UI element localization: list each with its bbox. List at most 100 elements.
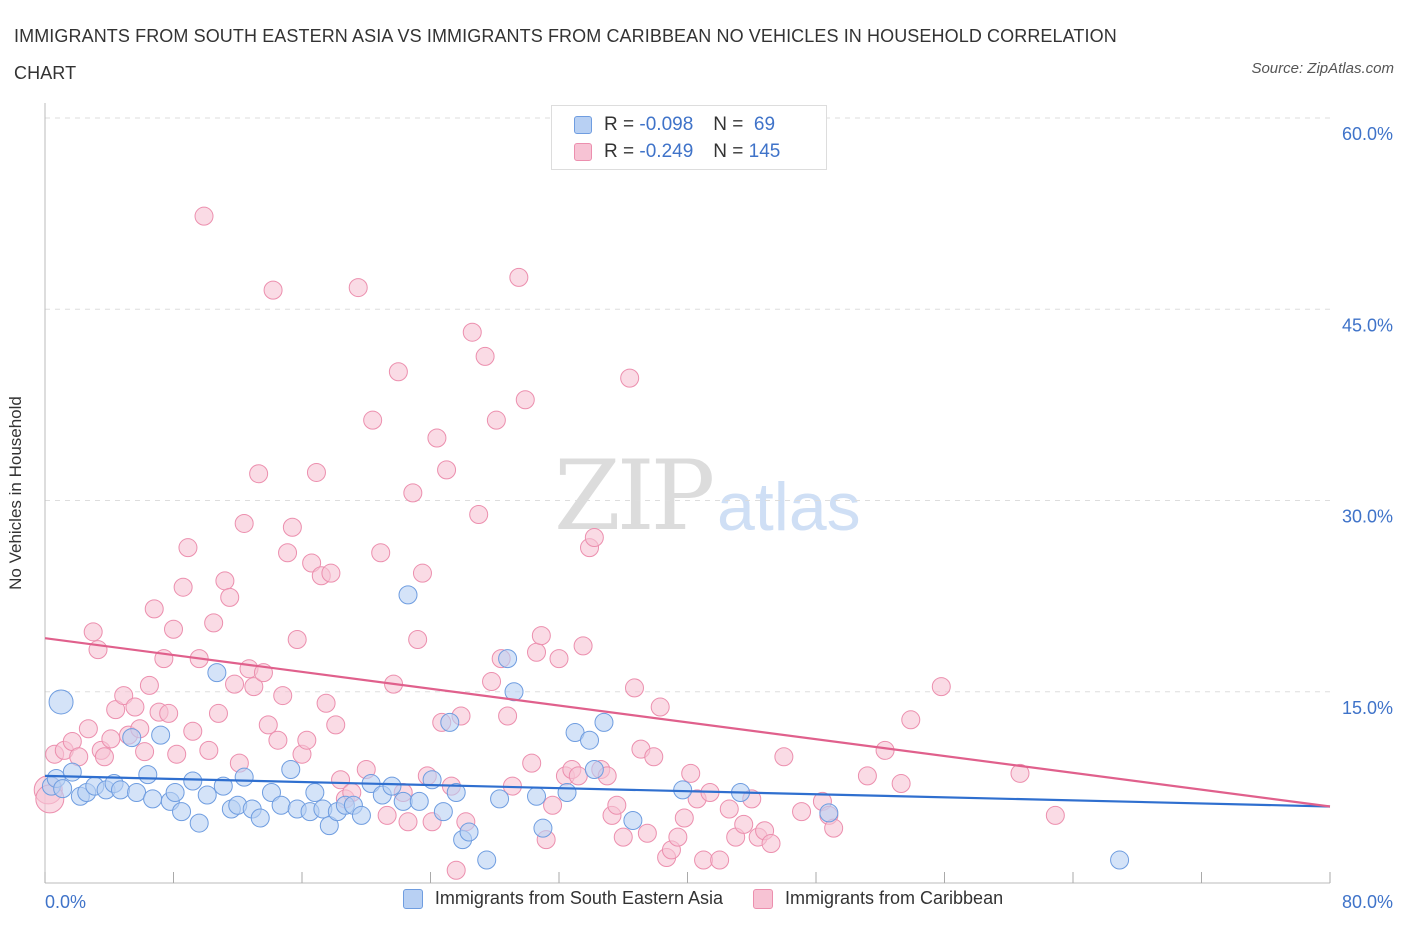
se-asia-point <box>172 802 192 822</box>
caribbean-point <box>774 747 794 767</box>
se-asia-points <box>41 585 1130 870</box>
watermark-atlas: atlas <box>717 469 861 545</box>
caribbean-point <box>178 538 198 558</box>
caribbean-point <box>164 619 183 639</box>
se-asia-point <box>433 802 453 822</box>
caribbean-point <box>710 850 730 870</box>
caribbean-point <box>568 766 588 786</box>
caribbean-point <box>278 543 298 563</box>
caribbean-point <box>694 850 714 870</box>
se-asia-point <box>527 786 547 806</box>
caribbean-point <box>268 730 288 750</box>
caribbean-point <box>549 649 569 669</box>
se-asia-point <box>48 689 74 715</box>
watermark-zip: ZIP <box>554 440 715 552</box>
caribbean-point <box>403 483 423 503</box>
caribbean-point <box>543 795 563 815</box>
y-axis-label: No Vehicles in Household <box>6 396 25 590</box>
source-credit: Source: ZipAtlas.com <box>1251 60 1394 77</box>
caribbean-point <box>901 710 921 730</box>
se-asia-point <box>498 649 518 669</box>
caribbean-point <box>199 740 219 760</box>
caribbean-point <box>620 368 640 388</box>
se-asia-point <box>110 780 130 800</box>
se-asia-point <box>281 760 301 780</box>
caribbean-point <box>427 428 447 448</box>
se-asia-point <box>477 850 497 870</box>
se-asia-point <box>62 762 82 782</box>
se-asia-point <box>250 808 270 828</box>
y-tick-label: 45.0% <box>1342 315 1393 335</box>
caribbean-point <box>527 642 547 662</box>
legend-n-value: 69 <box>748 114 776 135</box>
caribbean-point <box>282 517 302 537</box>
caribbean-point <box>220 587 240 607</box>
caribbean-point <box>486 410 506 430</box>
legend-item-se-asia[interactable]: Immigrants from South Eastern Asia <box>402 888 724 909</box>
caribbean-point <box>637 823 657 843</box>
caribbean-point <box>857 766 877 786</box>
legend-n-label: N = <box>713 141 744 162</box>
legend-row-se-asia: R = -0.098 N = 69 <box>574 112 775 138</box>
se-asia-point <box>305 782 325 802</box>
caribbean-point <box>194 206 214 226</box>
se-asia-point <box>351 805 371 825</box>
caribbean-point <box>302 553 322 573</box>
trend-lines <box>44 637 1331 808</box>
legend-row-caribbean: R = -0.249 N = 145 <box>574 139 780 165</box>
legend-r-label: R = <box>604 141 635 162</box>
x-tick-label-min: 0.0% <box>45 892 86 912</box>
legend-r-label: R = <box>604 114 635 135</box>
correlation-legend: R = -0.098 N = 69 R = -0.249 N = 145 <box>551 105 827 170</box>
legend-swatch-blue <box>574 116 592 134</box>
caribbean-point <box>371 543 391 563</box>
legend-swatch-pink <box>574 143 592 161</box>
caribbean-point <box>144 599 164 619</box>
caribbean-point <box>83 622 103 642</box>
caribbean-point <box>316 693 336 713</box>
caribbean-point <box>114 686 134 706</box>
legend-r-value: -0.249 <box>639 141 694 162</box>
se-asia-point <box>138 765 158 785</box>
legend-swatch-blue <box>402 888 423 909</box>
caribbean-point <box>101 729 121 749</box>
legend-n-value: 145 <box>748 141 781 162</box>
caribbean-point <box>139 675 159 695</box>
chart-title: IMMIGRANTS FROM SOUTH EASTERN ASIA VS IM… <box>14 26 1117 83</box>
caribbean-point <box>388 362 408 382</box>
caribbean-point <box>167 744 187 764</box>
caribbean-point <box>437 460 457 480</box>
caribbean-point <box>931 677 951 697</box>
se-asia-point <box>261 782 281 802</box>
caribbean-point <box>363 410 383 430</box>
caribbean-point <box>509 267 529 287</box>
series-legend: Immigrants from South Eastern Asia Immig… <box>0 888 1406 909</box>
caribbean-point <box>306 462 326 482</box>
caribbean-trend-line <box>44 637 1331 808</box>
caribbean-point <box>244 677 264 697</box>
caribbean-point <box>761 833 781 853</box>
caribbean-point <box>273 686 293 706</box>
se-asia-point <box>207 663 227 683</box>
caribbean-point <box>875 740 895 760</box>
caribbean-point <box>173 577 193 597</box>
y-tick-label: 15.0% <box>1342 698 1393 718</box>
se-asia-point <box>398 585 418 605</box>
caribbean-point <box>475 346 495 366</box>
caribbean-point <box>482 672 502 692</box>
caribbean-point <box>734 814 754 834</box>
se-asia-point <box>409 791 429 811</box>
caribbean-point <box>584 527 604 547</box>
axes <box>44 103 1331 884</box>
se-asia-point <box>623 811 643 831</box>
se-asia-point <box>143 789 163 809</box>
se-asia-point <box>189 813 209 833</box>
se-asia-point <box>127 782 147 802</box>
legend-item-caribbean[interactable]: Immigrants from Caribbean <box>753 888 1003 909</box>
legend-label-se-asia: Immigrants from South Eastern Asia <box>434 888 724 908</box>
caribbean-point <box>613 827 633 847</box>
caribbean-point <box>78 719 98 739</box>
se-asia-point <box>122 728 142 748</box>
caribbean-point <box>674 808 694 828</box>
